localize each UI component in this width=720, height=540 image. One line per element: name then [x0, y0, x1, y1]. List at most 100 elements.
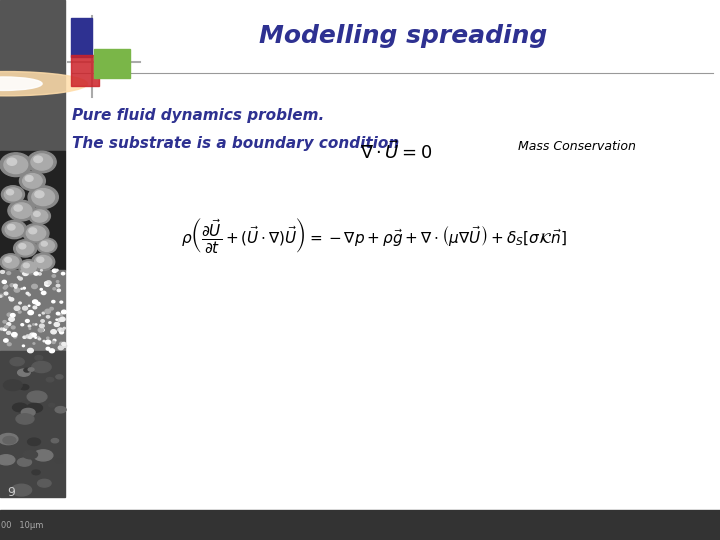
Circle shape: [46, 347, 50, 350]
Ellipse shape: [27, 438, 40, 446]
Circle shape: [29, 208, 50, 224]
Circle shape: [29, 228, 37, 234]
Circle shape: [50, 307, 53, 310]
Ellipse shape: [10, 357, 24, 366]
Circle shape: [7, 158, 17, 165]
Circle shape: [22, 306, 27, 310]
Circle shape: [3, 328, 6, 330]
Circle shape: [29, 328, 30, 329]
Circle shape: [24, 269, 30, 273]
Circle shape: [32, 300, 37, 303]
Text: 00   10μm: 00 10μm: [1, 521, 44, 530]
Circle shape: [4, 292, 8, 295]
Circle shape: [60, 329, 63, 332]
Circle shape: [25, 272, 29, 274]
Circle shape: [4, 188, 22, 201]
Ellipse shape: [27, 391, 47, 402]
Circle shape: [27, 226, 46, 241]
Circle shape: [23, 224, 49, 243]
Circle shape: [18, 311, 21, 313]
Circle shape: [9, 297, 10, 298]
Circle shape: [14, 287, 17, 288]
Circle shape: [35, 191, 44, 198]
Circle shape: [53, 339, 56, 341]
Ellipse shape: [46, 377, 54, 382]
Ellipse shape: [0, 71, 88, 96]
Bar: [71, 18, 92, 57]
Circle shape: [34, 156, 42, 163]
Circle shape: [52, 341, 55, 343]
Circle shape: [46, 315, 50, 318]
Circle shape: [5, 222, 24, 237]
Circle shape: [30, 333, 35, 337]
Circle shape: [22, 271, 28, 275]
Circle shape: [53, 269, 57, 272]
Circle shape: [3, 256, 19, 268]
Circle shape: [58, 319, 62, 322]
Circle shape: [4, 339, 8, 342]
Circle shape: [63, 327, 66, 329]
Circle shape: [31, 154, 53, 170]
Circle shape: [40, 240, 55, 252]
Ellipse shape: [17, 369, 30, 376]
Ellipse shape: [32, 361, 51, 373]
Ellipse shape: [4, 380, 22, 390]
Circle shape: [53, 288, 55, 290]
Circle shape: [41, 320, 45, 322]
Circle shape: [17, 276, 20, 278]
Circle shape: [23, 287, 25, 289]
Circle shape: [49, 349, 55, 353]
Circle shape: [28, 310, 33, 315]
Circle shape: [28, 186, 58, 208]
Ellipse shape: [16, 414, 34, 424]
Ellipse shape: [0, 434, 18, 444]
Circle shape: [9, 317, 14, 321]
Circle shape: [32, 324, 35, 325]
Circle shape: [22, 261, 36, 273]
Circle shape: [8, 225, 15, 230]
Bar: [71, 55, 99, 86]
Circle shape: [19, 260, 39, 275]
Circle shape: [33, 306, 37, 309]
Circle shape: [47, 337, 49, 339]
Circle shape: [46, 341, 51, 344]
Text: $\nabla \cdot \vec{U} = 0$: $\nabla \cdot \vec{U} = 0$: [360, 140, 432, 163]
Circle shape: [26, 335, 30, 338]
Ellipse shape: [32, 470, 40, 475]
Circle shape: [56, 312, 60, 315]
Circle shape: [35, 255, 52, 268]
Circle shape: [60, 331, 63, 334]
Circle shape: [59, 314, 63, 316]
Circle shape: [27, 348, 33, 353]
Ellipse shape: [0, 455, 15, 465]
Circle shape: [52, 300, 55, 303]
Circle shape: [58, 346, 63, 350]
Circle shape: [12, 326, 15, 329]
Circle shape: [35, 324, 37, 325]
Circle shape: [58, 328, 63, 332]
Circle shape: [19, 302, 22, 304]
Circle shape: [63, 345, 67, 347]
Circle shape: [32, 333, 36, 336]
Ellipse shape: [23, 450, 37, 459]
Circle shape: [32, 188, 55, 206]
Bar: [0, 0, 65, 151]
Circle shape: [36, 336, 40, 339]
Bar: [94, 49, 130, 78]
Ellipse shape: [35, 355, 42, 360]
Ellipse shape: [37, 480, 51, 487]
Circle shape: [62, 342, 66, 346]
Circle shape: [7, 272, 11, 274]
Circle shape: [38, 273, 41, 275]
Text: The substrate is a boundary condition: The substrate is a boundary condition: [72, 136, 400, 151]
Circle shape: [26, 292, 29, 294]
Circle shape: [2, 220, 27, 239]
Circle shape: [45, 283, 50, 286]
Circle shape: [21, 271, 23, 272]
Circle shape: [19, 171, 45, 191]
Text: $\rho \left( \dfrac{\partial \vec{U}}{\partial t} + (\vec{U} \cdot \nabla)\vec{U: $\rho \left( \dfrac{\partial \vec{U}}{\p…: [181, 216, 567, 255]
Circle shape: [34, 212, 40, 217]
Circle shape: [36, 302, 40, 305]
Circle shape: [17, 242, 34, 255]
Circle shape: [39, 315, 40, 316]
